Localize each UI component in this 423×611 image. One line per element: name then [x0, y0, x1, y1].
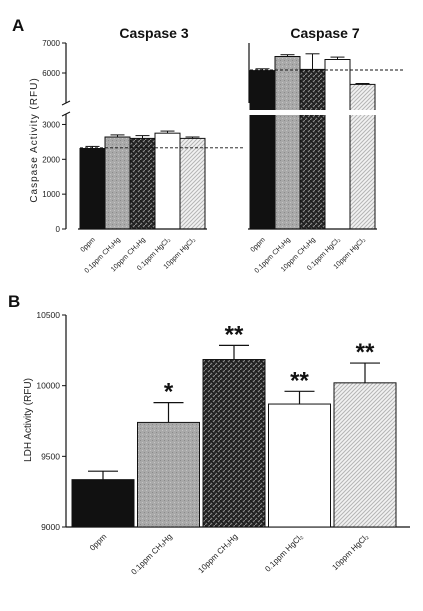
- axis-break-mark: [61, 100, 71, 106]
- y-tick-label: 9500: [41, 451, 60, 461]
- y-tick-label: 6000: [42, 69, 60, 78]
- ldh-chart: 9000 9500 10000 10500 0ppm * 0.1ppm CH₃Hg ** 10p…: [36, 310, 410, 577]
- significance-marker: **: [290, 367, 309, 394]
- bar: [299, 68, 326, 230]
- y-tick-label: 0: [56, 225, 61, 234]
- x-tick-label: 0ppm: [250, 236, 267, 253]
- bar: [324, 59, 351, 230]
- panel-b-label: B: [8, 292, 20, 311]
- bar: [333, 382, 397, 528]
- y-tick-label: 9000: [41, 522, 60, 532]
- bar: [202, 359, 266, 528]
- bar: [137, 421, 200, 528]
- y-tick-label: 10500: [36, 310, 60, 320]
- significance-marker: **: [225, 321, 244, 348]
- caspase3-title: Caspase 3: [119, 25, 188, 41]
- y-tick-label: 1000: [42, 190, 60, 199]
- bar: [268, 403, 331, 528]
- axis-break-gap: [78, 110, 207, 115]
- x-tick-label: 10ppm CH₃Hg: [196, 532, 239, 575]
- x-tick-label: 0ppm: [88, 532, 109, 553]
- x-tick-label: 0ppm: [80, 236, 97, 253]
- significance-marker: **: [356, 339, 375, 366]
- ldh-y-axis-label: LDH Activity (RFU): [23, 378, 34, 462]
- y-tick-label: 10000: [36, 381, 60, 391]
- bar: [179, 137, 206, 230]
- significance-marker: *: [164, 379, 174, 406]
- caspase-y-axis-label: Caspase Activity (RFU): [29, 77, 40, 202]
- bar: [274, 56, 301, 230]
- axis-break-mark: [61, 111, 71, 117]
- bar: [79, 148, 106, 230]
- bar: [104, 136, 131, 230]
- x-tick-label: 0.1ppm HgCl₂: [263, 532, 305, 574]
- axis-break-gap: [248, 110, 377, 115]
- bar: [129, 137, 156, 230]
- caspase7-title: Caspase 7: [290, 25, 359, 41]
- x-tick-label: 0.1ppm CH₃Hg: [129, 532, 174, 577]
- y-tick-label: 2000: [42, 155, 60, 164]
- panel-a-label: A: [12, 16, 24, 35]
- y-tick-label: 7000: [42, 39, 60, 48]
- y-tick-label: 3000: [42, 120, 60, 129]
- bar: [71, 479, 135, 528]
- x-tick-label: 10ppm HgCl₂: [330, 532, 370, 572]
- bar: [349, 83, 376, 230]
- bar: [249, 70, 276, 230]
